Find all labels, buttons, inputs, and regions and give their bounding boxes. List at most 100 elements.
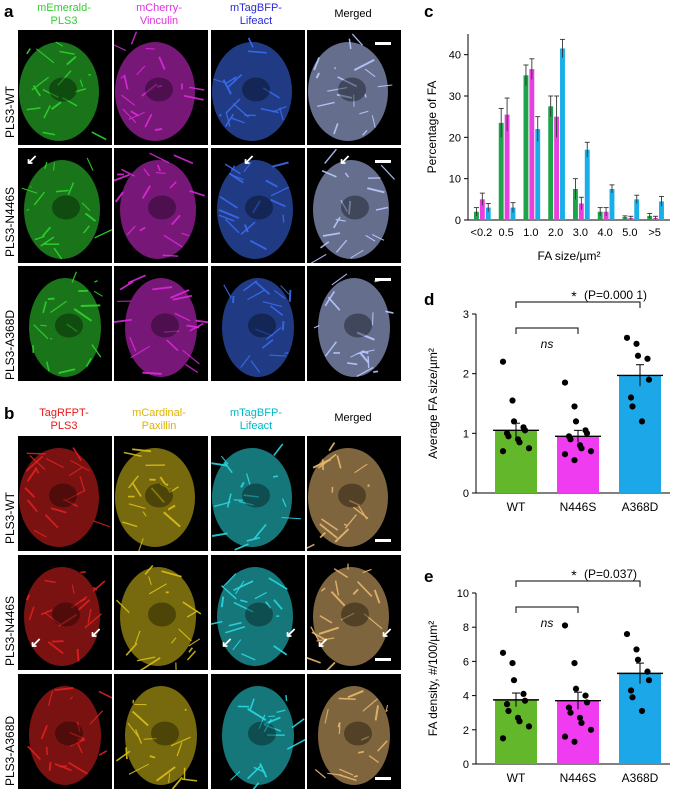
row-label-b-1: PLS3-N446S — [3, 595, 17, 666]
fiber — [71, 271, 78, 283]
fiber — [50, 101, 62, 110]
header-a-1-line2: Vinculin — [139, 15, 179, 27]
micrograph-b-r2-c3 — [307, 674, 401, 789]
fiber — [243, 224, 249, 233]
fiber — [40, 236, 55, 247]
fiber — [336, 93, 353, 99]
fiber — [169, 181, 177, 189]
fiber — [222, 79, 232, 95]
fiber — [45, 458, 65, 469]
cell-image — [308, 33, 393, 141]
fiber — [44, 612, 62, 626]
fiber — [246, 473, 251, 485]
fiber — [276, 709, 286, 713]
fiber — [356, 581, 373, 597]
fiber — [254, 281, 271, 295]
y-tick-label: 40 — [449, 50, 461, 62]
nucleus — [344, 313, 372, 338]
fiber — [326, 661, 336, 670]
cell-image — [114, 31, 205, 141]
fiber — [26, 208, 30, 212]
panel-label-b: b — [4, 404, 15, 423]
bar — [622, 217, 628, 220]
header-b-0: TagRFPT- PLS3 — [18, 407, 110, 433]
fiber — [353, 775, 358, 778]
fiber — [94, 229, 112, 239]
header-a-2-line2: Lifeact — [239, 15, 273, 27]
y-axis-label: Average FA size/µm² — [426, 348, 440, 459]
fiber — [122, 521, 138, 528]
bar — [573, 189, 578, 220]
fiber — [62, 97, 78, 107]
fiber — [55, 189, 69, 193]
cell-image — [27, 686, 112, 785]
cell-image — [222, 686, 305, 789]
fiber — [92, 586, 98, 591]
data-point — [576, 714, 584, 721]
fiber — [75, 88, 87, 93]
fiber — [35, 48, 55, 64]
micrograph-a-r0-c0 — [18, 30, 112, 145]
data-point — [634, 656, 642, 663]
fiber — [327, 772, 342, 776]
bar — [535, 129, 541, 220]
fiber — [249, 239, 267, 251]
fiber — [44, 161, 48, 169]
fiber — [62, 498, 79, 508]
fiber — [53, 162, 55, 171]
significance-star: * — [571, 290, 577, 304]
fiber — [268, 577, 288, 590]
fiber — [371, 234, 385, 241]
header-a-1: mCherry- Vinculin — [113, 2, 205, 28]
cell-image — [212, 37, 292, 141]
fiber — [148, 576, 152, 585]
cell-image — [307, 563, 389, 670]
fiber — [120, 75, 125, 79]
fiber — [86, 157, 94, 171]
fiber — [367, 356, 370, 369]
fiber — [155, 171, 166, 174]
fiber — [130, 31, 138, 45]
fiber — [224, 163, 241, 175]
y-tick-label: 30 — [449, 91, 461, 103]
data-point — [634, 352, 642, 359]
cell-image — [115, 448, 195, 551]
data-point — [572, 418, 580, 425]
data-point — [521, 697, 529, 704]
x-tick-label: 1.0 — [523, 227, 538, 239]
x-tick-label: A368D — [622, 500, 659, 514]
arrow-marker: ↙ — [339, 151, 351, 167]
fiber — [66, 323, 78, 333]
data-point — [567, 436, 574, 443]
fiber — [21, 187, 38, 194]
fiber — [260, 107, 279, 114]
ns-label: ns — [541, 616, 554, 630]
bar — [485, 207, 491, 220]
fiber — [246, 536, 260, 542]
data-point — [499, 358, 507, 365]
fiber — [172, 294, 193, 301]
arrow-marker: ↙ — [30, 634, 42, 650]
fiber — [241, 653, 256, 661]
fiber — [272, 106, 287, 113]
y-tick-label: 2 — [463, 725, 469, 737]
x-tick-label: WT — [507, 500, 526, 514]
fiber — [320, 587, 326, 592]
fiber — [27, 745, 41, 760]
nucleus — [52, 602, 80, 627]
fiber — [138, 538, 144, 551]
fiber — [333, 568, 349, 579]
micrograph-b-r2-c1 — [114, 674, 208, 789]
fiber — [335, 218, 346, 222]
nucleus — [341, 195, 369, 220]
fiber — [188, 638, 201, 647]
fiber — [334, 528, 350, 543]
fiber — [33, 324, 49, 340]
cell-body — [120, 567, 196, 666]
fiber — [348, 200, 352, 215]
nucleus — [344, 721, 372, 746]
fiber — [169, 486, 179, 494]
fiber — [249, 698, 255, 710]
fiber — [234, 543, 249, 551]
cell-image — [310, 148, 395, 263]
